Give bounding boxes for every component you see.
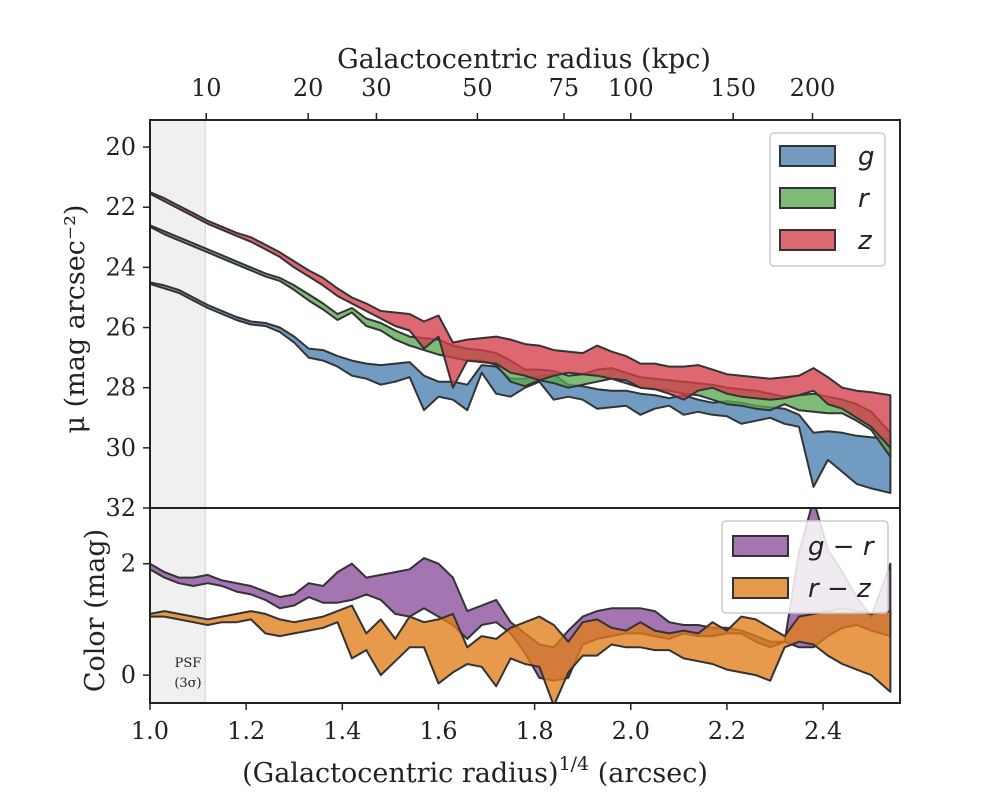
bottom-ytick-label: 2: [121, 550, 136, 578]
xtick-label: 1.6: [419, 717, 457, 745]
xtick-label: 1.0: [131, 717, 169, 745]
x-axis-title-unit-space: [589, 758, 598, 789]
legend-label-g-minus-r: g − r: [808, 532, 876, 562]
xtick-label: 1.8: [516, 717, 554, 745]
xtick-label: 1.2: [227, 717, 265, 745]
bottom-legend: g − r r − z: [721, 520, 889, 614]
top-ytick-label: 22: [105, 193, 136, 221]
legend-label-z: z: [857, 226, 873, 256]
band-r: [150, 224, 892, 458]
x-axis-title-unit: (arcsec): [598, 758, 708, 789]
psf-label: PSF: [175, 656, 202, 671]
x-axis-title: (Galactocentric radius)1/4 (arcsec): [242, 753, 708, 789]
band-g: [150, 281, 892, 494]
legend-label-r: r: [858, 184, 871, 214]
kpc-tick-label: 30: [361, 74, 392, 102]
kpc-tick-label: 200: [790, 74, 836, 102]
top-ytick-label: 20: [105, 133, 136, 161]
xtick-label: 2.0: [612, 717, 650, 745]
legend-swatch-r: [779, 187, 836, 209]
psf-label-sigma: (3σ): [174, 676, 201, 691]
kpc-tick-label: 50: [462, 74, 493, 102]
psf-region-bottom: [150, 508, 206, 703]
bottom-ytick-label: 0: [121, 661, 136, 689]
bottom-panel-frame: [149, 507, 901, 704]
legend-label-r-minus-z: r − z: [808, 574, 872, 604]
band-r-minus-z: [150, 604, 892, 703]
legend-swatch-z: [779, 229, 836, 251]
kpc-tick-label: 100: [608, 74, 654, 102]
bottom-y-axis-title: Color (mag): [80, 529, 111, 692]
top-ytick-label: 32: [105, 494, 136, 522]
top-ytick-label: 26: [105, 314, 136, 342]
legend-label-g: g: [858, 142, 875, 172]
top-legend: grz: [769, 132, 886, 267]
x-axis-title-main: (Galactocentric radius): [242, 758, 558, 789]
xtick-label: 2.4: [804, 717, 842, 745]
legend-swatch-g-minus-r: [732, 535, 789, 557]
top-ytick-label: 28: [105, 374, 136, 402]
kpc-tick-label: 10: [191, 74, 222, 102]
top-ytick-label: 24: [105, 253, 136, 281]
kpc-tick-label: 75: [549, 74, 580, 102]
top-y-axis-title: μ (mag arcsec⁻²): [60, 205, 91, 434]
kpc-tick-label: 20: [293, 74, 324, 102]
kpc-tick-label: 150: [710, 74, 756, 102]
xtick-label: 2.2: [708, 717, 746, 745]
xtick-label: 1.4: [323, 717, 361, 745]
x-axis-title-exponent: 1/4: [559, 753, 590, 775]
top-ytick-label: 30: [105, 434, 136, 462]
band-z: [150, 191, 892, 449]
psf-region-top: [150, 120, 206, 508]
top-axis-title: Galactocentric radius (kpc): [337, 44, 711, 75]
legend-swatch-r-minus-z: [732, 577, 789, 599]
legend-swatch-g: [779, 145, 836, 167]
